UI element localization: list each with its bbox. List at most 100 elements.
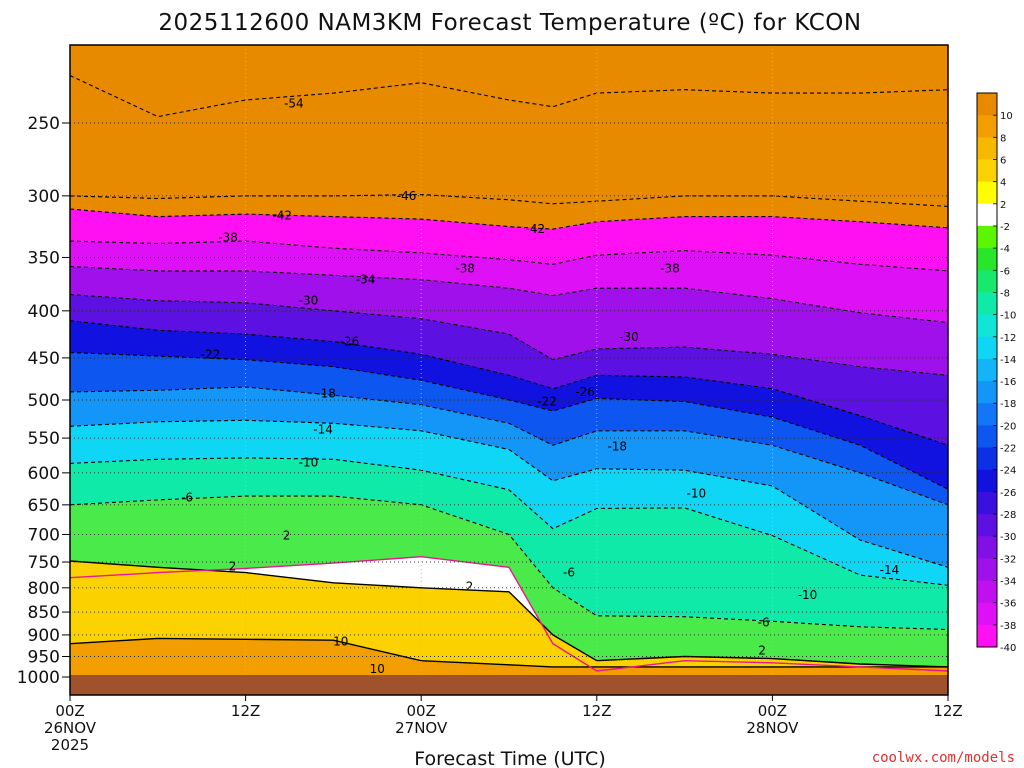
colorbar-swatch	[977, 248, 997, 271]
x-tick-label: 12Z	[582, 702, 611, 720]
isotherm--42	[70, 208, 948, 230]
y-tick-label: 450	[28, 349, 60, 369]
colorbar-tick-label: -6	[1000, 266, 1010, 277]
colorbar-tick-label: -28	[1000, 510, 1016, 521]
colorbar-tick-label: -18	[1000, 399, 1016, 410]
x-tick-label: 27NOV	[395, 719, 448, 737]
isotherm-label: 10	[333, 635, 348, 649]
isotherm-label: -26	[340, 335, 360, 349]
temp-band-green	[70, 496, 948, 671]
colorbar-tick-label: -30	[1000, 532, 1016, 543]
y-tick-label: 850	[28, 603, 60, 623]
colorbar-swatch	[977, 624, 997, 648]
isotherm-label: -34	[356, 273, 376, 287]
isotherm-label: -10	[798, 588, 818, 602]
isotherm-label: 2	[229, 559, 237, 573]
colorbar-swatch	[977, 536, 997, 559]
y-tick-label: 500	[28, 391, 60, 411]
colorbar-tick-label: -38	[1000, 621, 1016, 632]
grid-lines	[70, 45, 948, 695]
isotherm--22	[70, 351, 948, 490]
colorbar-tick-label: 6	[1000, 155, 1006, 166]
colorbar-swatch	[977, 93, 997, 116]
colorbar-swatch	[977, 292, 997, 316]
x-axis-label: Forecast Time (UTC)	[414, 748, 605, 768]
plot-area: -54 -46 -42 -42 -38 -38 -38 -34 -30 -30 -26 -26 -22 -…	[70, 45, 948, 695]
colorbar-tick-label: -16	[1000, 377, 1016, 388]
isotherm--38	[70, 240, 948, 272]
colorbar-tick-label: -34	[1000, 577, 1016, 588]
isotherm--14	[70, 419, 948, 568]
colorbar-swatch	[977, 602, 997, 626]
x-tick-label: 12Z	[933, 702, 962, 720]
colorbar-swatch	[977, 514, 997, 537]
y-tick-label: 250	[28, 114, 60, 134]
isotherm-label: -6	[758, 616, 770, 630]
colorbar-tick-label: 2	[1000, 200, 1006, 211]
isotherm-label: -6	[181, 490, 193, 504]
isotherm-label: 2	[758, 644, 766, 658]
colorbar-tick-label: -14	[1000, 355, 1016, 366]
y-tick-label: 950	[28, 648, 60, 668]
isotherm-label: 10	[370, 662, 385, 676]
colorbar-tick-label: -32	[1000, 554, 1016, 565]
colorbar-swatch	[977, 358, 997, 382]
x-tick-label: 12Z	[231, 702, 260, 720]
colorbar-swatch	[977, 270, 997, 293]
colorbar-swatch	[977, 491, 997, 515]
isotherm-label: -30	[619, 330, 639, 344]
colorbar-swatch	[977, 314, 997, 338]
isotherm--6	[70, 495, 948, 631]
colorbar-swatch	[977, 336, 997, 360]
temperature-bands	[70, 45, 948, 695]
colorbar-swatch	[977, 115, 997, 138]
colorbar-tick-label: -24	[1000, 466, 1016, 477]
colorbar-tick-label: -36	[1000, 599, 1016, 610]
isotherm-lines	[70, 75, 948, 672]
colorbar-legend: 10 8 6 4 2 -2 -4 -6 -8 -10 -12 -14 -16 -18 -20 -22 -24 -2…	[976, 92, 1016, 654]
isotherm-labels: -54 -46 -42 -42 -38 -38 -38 -34 -30 -30 -26 -26 -22 -…	[181, 96, 899, 676]
colorbar-swatch	[977, 159, 997, 183]
colorbar-tick-label: -10	[1000, 311, 1016, 322]
y-tick-label: 550	[28, 429, 60, 449]
isotherm--54	[70, 75, 948, 118]
isotherm--30	[70, 293, 948, 376]
colorbar-tick-label: -20	[1000, 421, 1016, 432]
freezing-isotherm	[70, 555, 948, 672]
colorbar-tick-label: -4	[1000, 244, 1010, 255]
y-tick-label: 350	[28, 248, 60, 268]
x-tick-label: 00Z	[55, 702, 84, 720]
colorbar-swatch	[977, 558, 997, 582]
isotherm-label: -46	[397, 189, 417, 203]
isotherm-2	[70, 560, 948, 668]
ground-below-surface	[70, 674, 948, 695]
isotherm-label: -38	[660, 262, 680, 276]
colorbar-swatch	[977, 580, 997, 604]
colorbar-swatch	[977, 381, 997, 404]
isotherm-label: -38	[455, 262, 475, 276]
plot-frame	[69, 44, 949, 696]
colorbar-tick-label: -2	[1000, 222, 1010, 233]
colorbar-tick-label: 4	[1000, 178, 1006, 189]
isotherm-label: -18	[607, 440, 627, 454]
pressure-axis: 250 300 350 400 450 500 550 600 650 700 750 800 850 9…	[17, 114, 70, 688]
colorbar-frame	[976, 92, 998, 648]
x-tick-label: 2025	[51, 736, 89, 754]
y-tick-label: 700	[28, 525, 60, 545]
isotherm-label: -18	[316, 387, 336, 401]
y-tick-label: 900	[28, 626, 60, 646]
isotherm-label: -26	[575, 385, 595, 399]
x-tick-label: 00Z	[758, 702, 787, 720]
colorbar-swatch	[977, 137, 997, 160]
colorbar-swatch	[977, 181, 997, 205]
y-tick-label: 400	[28, 302, 60, 322]
colorbar-tick-label: 8	[1000, 133, 1006, 144]
isotherm--34	[70, 265, 948, 324]
colorbar-swatch	[977, 225, 997, 249]
y-tick-label: 1000	[17, 668, 60, 688]
isotherm-10	[70, 637, 948, 668]
colorbar-tick-label: -8	[1000, 288, 1010, 299]
colorbar-tick-label: -26	[1000, 488, 1016, 499]
colorbar-tick-label: -40	[1000, 643, 1016, 654]
